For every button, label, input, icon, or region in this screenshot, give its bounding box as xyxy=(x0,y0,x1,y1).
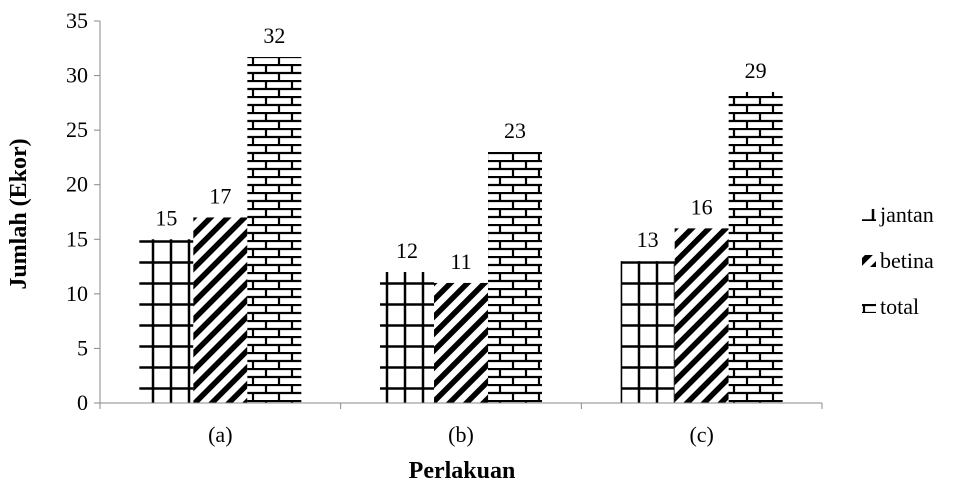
y-tick-label: 35 xyxy=(66,8,88,33)
y-tick-label: 25 xyxy=(66,117,88,142)
data-label-jantan-2: 13 xyxy=(637,227,659,252)
legend-swatch-total xyxy=(862,301,876,313)
bar-betina-2 xyxy=(674,228,729,403)
x-axis-title: Perlakuan xyxy=(409,458,516,484)
y-tick-label: 10 xyxy=(66,281,88,306)
bar-jantan-2 xyxy=(620,261,675,403)
legend-swatch-betina xyxy=(862,255,876,267)
data-labels: 15 12 13 17 11 16 32 23 29 xyxy=(155,23,766,274)
data-label-jantan-1: 12 xyxy=(396,238,418,263)
bar-total-1 xyxy=(488,151,542,403)
bar-betina-0 xyxy=(193,217,248,403)
bar-jantan-0 xyxy=(139,239,194,403)
bar-total-0 xyxy=(247,57,302,403)
x-axis-categories: (a) (b) (c) xyxy=(99,403,823,447)
data-label-betina-1: 11 xyxy=(450,249,471,274)
data-label-total-2: 29 xyxy=(745,58,767,83)
bar-jantan-1 xyxy=(380,272,434,403)
data-label-total-0: 32 xyxy=(263,23,285,48)
legend-label-total: total xyxy=(880,294,919,319)
legend-label-betina: betina xyxy=(880,248,934,273)
data-label-total-1: 23 xyxy=(504,118,526,143)
data-label-betina-0: 17 xyxy=(209,183,231,208)
legend-swatch-jantan xyxy=(862,209,876,221)
bars xyxy=(139,57,783,403)
y-tick-label: 30 xyxy=(66,63,88,88)
x-tick-label: (a) xyxy=(208,422,232,447)
y-tick-label: 5 xyxy=(77,335,88,360)
data-label-betina-2: 16 xyxy=(691,194,713,219)
y-tick-label: 0 xyxy=(77,390,88,415)
y-tick-label: 20 xyxy=(66,172,88,197)
bar-total-2 xyxy=(728,91,783,403)
x-tick-label: (b) xyxy=(448,422,474,447)
legend: jantan betina total xyxy=(862,202,934,319)
y-axis-ticks: 0 5 10 15 20 25 30 35 xyxy=(66,8,100,415)
bar-betina-1 xyxy=(434,282,488,403)
data-label-jantan-0: 15 xyxy=(155,205,177,230)
y-axis-title: Jumlah (Ekor) xyxy=(6,138,32,289)
x-tick-label: (c) xyxy=(689,422,713,447)
y-tick-label: 15 xyxy=(66,226,88,251)
legend-label-jantan: jantan xyxy=(879,202,934,227)
